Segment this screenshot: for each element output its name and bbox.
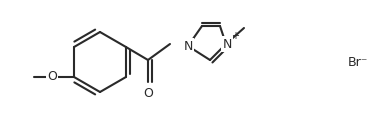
- Text: O: O: [47, 71, 57, 83]
- Text: Br⁻: Br⁻: [348, 56, 368, 68]
- Text: N: N: [183, 40, 193, 52]
- Text: +: +: [231, 31, 239, 41]
- Text: O: O: [143, 87, 153, 100]
- Text: N: N: [222, 37, 232, 50]
